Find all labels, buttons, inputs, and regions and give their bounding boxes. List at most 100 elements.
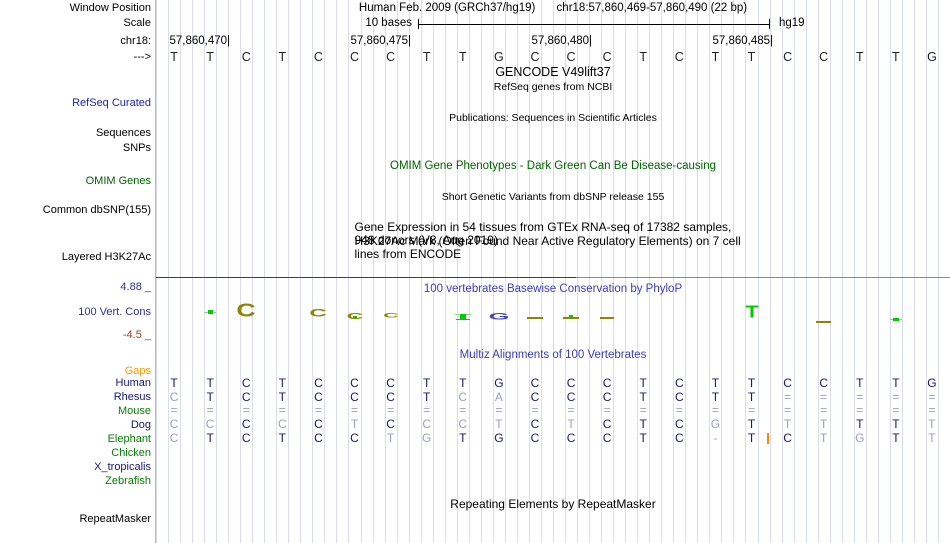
cons-max-label: 4.88 _ [120,281,151,293]
grid-line [913,0,915,543]
alignment-base: T [820,417,828,431]
species-mouse-label: Mouse [117,405,151,417]
base-letter: C [386,50,396,64]
scale-bar-right-tick [769,19,770,29]
alignment-base: T [747,417,756,431]
alignment-base: G [494,431,504,445]
track-title-omim[interactable]: OMIM Gene Phenotypes - Dark Green Can Be… [390,160,716,172]
alignment-base: - [713,431,718,445]
ruler-tick-label: 57,860,470| [169,35,230,47]
base-letter: C [602,50,612,64]
grid-line [540,0,542,543]
alignment-base: G [422,431,432,445]
track-title-refseq[interactable]: RefSeq genes from NCBI [493,81,613,93]
alignment-base: C [386,417,395,431]
phylop-glyph [569,315,574,317]
grid-line [504,0,506,543]
alignment-base: = [892,390,900,404]
alignment-base: = [856,403,864,417]
grid-line [348,0,350,543]
grid-line [757,0,759,543]
alignment-base: = [350,403,359,417]
alignment-base: C [314,417,323,431]
alignment-base: T [423,390,431,404]
assembly-short-label: hg19 [779,17,805,29]
alignment-base: T [892,376,900,390]
alignment-base: = [314,403,322,417]
phylop-glyph [892,317,899,321]
alignment-base: = [387,403,395,417]
alignment-base: C [422,417,432,431]
alignment-base: T [567,417,575,431]
track-title-publications[interactable]: Publications: Sequences in Scientific Ar… [449,112,657,124]
grid-line [901,0,903,543]
track-title-h3k27ac[interactable]: H3K27Ac Mark (Often Found Near Active Re… [354,234,741,261]
phylop-glyph [459,314,466,320]
phylop-glyph: C [309,307,328,320]
grid-line [697,0,699,543]
base-letter: G [927,50,937,64]
grid-line [685,0,687,543]
species-elephant-label: Elephant [107,433,151,445]
alignment-base: C [241,417,251,431]
alignment-base: T [820,431,828,445]
grid-line [673,0,675,543]
grid-line [565,0,567,543]
alignment-base: T [783,417,792,431]
alignment-base: = [495,403,503,417]
grid-line [360,0,362,543]
grid-line [156,0,157,543]
grid-line [733,0,735,543]
alignment-base: T [639,390,647,404]
grid-line [877,0,879,543]
base-letter: C [530,50,540,64]
alignment-base: T [206,431,214,445]
alignment-base: T [278,376,286,390]
grid-line [228,0,230,543]
alignment-base: = [242,403,250,417]
snps-label: SNPs [122,142,151,154]
track-title-gencode[interactable]: GENCODE V49lift37 [495,65,611,79]
grid-line [408,0,410,543]
grid-line [288,0,290,543]
image-left-red-line [155,0,156,543]
alignment-base: = [928,403,936,417]
base-letter: C [241,50,251,64]
grid-line [781,0,783,543]
alignment-base: C [169,417,179,431]
alignment-base: = [747,403,756,417]
grid-line [577,0,579,543]
alignment-base: T [206,376,214,390]
track-title-repeatmasker[interactable]: Repeating Elements by RepeatMasker [450,497,656,511]
track-separator-dark [156,277,576,278]
alignment-gap-tick [767,433,769,444]
alignment-base: = [639,403,647,417]
grid-line [649,0,651,543]
base-letter: T [747,50,756,64]
track-title-dbsnp[interactable]: Short Genetic Variants from dbSNP releas… [441,191,665,203]
grid-line [420,0,422,543]
alignment-base: T [639,431,647,445]
alignment-base: T [639,417,647,431]
alignment-base: C [386,376,395,390]
alignment-base: C [566,431,576,445]
grid-line [817,0,819,543]
alignment-base: = [423,403,431,417]
phylop-glyph: T [744,303,759,322]
alignment-base: T [711,376,720,390]
grid-line [721,0,723,543]
alignment-base: C [314,390,323,404]
track-title-multiz[interactable]: Multiz Alignments of 100 Vertebrates [459,349,647,361]
alignment-base: C [819,376,829,390]
species-chicken-label: Chicken [111,447,151,459]
alignment-base: T [856,417,864,431]
track-separator-red [576,277,950,278]
alignment-base: T [747,431,756,445]
track-title-phylop[interactable]: 100 vertebrates Basewise Conservation by… [423,283,683,295]
layered-h3k27ac-label: Layered H3K27Ac [61,251,151,263]
grid-line [300,0,302,543]
scale-bar [418,24,770,25]
alignment-base: C [674,431,684,445]
track-title-gtex[interactable]: Gene Expression in 54 tissues from GTEx … [354,220,732,247]
alignment-base: = [603,403,611,417]
